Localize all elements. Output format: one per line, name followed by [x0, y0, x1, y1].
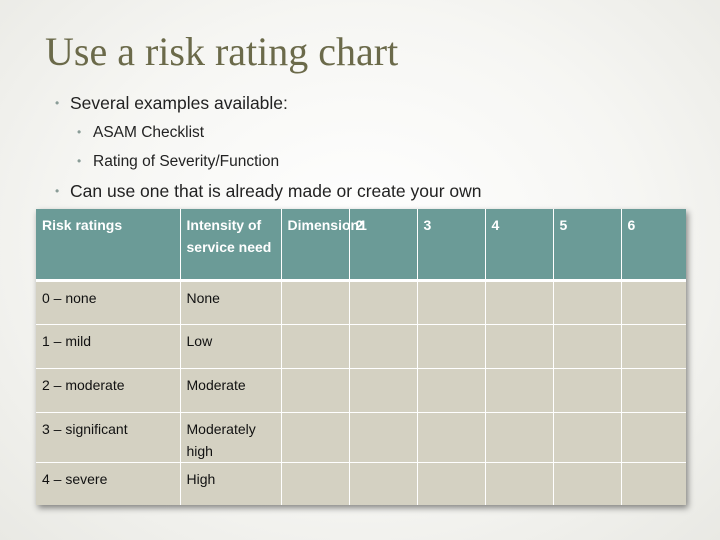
risk-rating-table: Risk ratings Intensity of service need D… — [36, 209, 686, 505]
sub-bullet-text: Rating of Severity/Function — [93, 153, 280, 170]
table-row: 3 – significant Moderately high — [36, 412, 686, 463]
table-cell — [281, 324, 350, 369]
table-cell: 4 – severe — [36, 462, 181, 505]
table-cell — [553, 368, 622, 413]
header-dimension-1: Dimension1 — [281, 209, 367, 282]
table-cell — [621, 280, 686, 325]
bullet-dot-icon: • — [55, 96, 60, 110]
bullet-dot-icon: • — [77, 125, 82, 139]
sub-bullet-item: • Rating of Severity/Function — [55, 147, 695, 176]
table-row: 1 – mild Low — [36, 324, 686, 369]
table-cell — [417, 462, 486, 505]
table-cell — [349, 324, 418, 369]
sub-bullet-text: ASAM Checklist — [93, 124, 205, 141]
table-cell: 2 – moderate — [36, 368, 181, 413]
table-row: 2 – moderate Moderate — [36, 368, 686, 413]
table-cell: None — [180, 280, 282, 325]
table-cell — [349, 462, 418, 505]
table-cell — [417, 280, 486, 325]
table-cell — [485, 368, 554, 413]
table-cell — [553, 462, 622, 505]
table-row: 4 – severe High — [36, 462, 686, 505]
table-cell: 3 – significant — [36, 412, 181, 463]
table-cell — [621, 412, 686, 463]
table-cell: High — [180, 462, 282, 505]
table-cell — [281, 412, 350, 463]
table-cell — [281, 368, 350, 413]
table-cell — [485, 280, 554, 325]
table-cell — [349, 280, 418, 325]
table-cell — [553, 324, 622, 369]
table-cell — [553, 280, 622, 325]
table-row: 0 – none None — [36, 280, 686, 325]
table-cell — [485, 462, 554, 505]
sub-bullet-item: • ASAM Checklist — [55, 118, 695, 147]
table-cell — [281, 280, 350, 325]
bullet-text: Several examples available: — [70, 93, 288, 113]
table-cell — [349, 368, 418, 413]
table-cell — [417, 368, 486, 413]
header-dimension-4: 4 — [485, 209, 554, 282]
table-header-row: Risk ratings Intensity of service need D… — [36, 209, 686, 282]
bullet-text: Can use one that is already made or crea… — [70, 181, 482, 201]
bullet-dot-icon: • — [55, 184, 60, 198]
table-cell — [417, 324, 486, 369]
bullet-item: • Can use one that is already made or cr… — [55, 176, 695, 206]
header-dimension-6: 6 — [621, 209, 686, 282]
table-cell: 0 – none — [36, 280, 181, 325]
table-cell — [621, 324, 686, 369]
bullet-dot-icon: • — [77, 154, 82, 168]
header-dimension-5: 5 — [553, 209, 622, 282]
table-cell — [485, 412, 554, 463]
table-cell — [349, 412, 418, 463]
header-risk-ratings: Risk ratings — [36, 209, 181, 282]
table-cell: Moderately high — [180, 412, 282, 463]
bullet-list: • Several examples available: • ASAM Che… — [55, 88, 695, 206]
table-cell — [553, 412, 622, 463]
slide-title: Use a risk rating chart — [45, 29, 399, 74]
table-cell: Moderate — [180, 368, 282, 413]
table-cell — [621, 462, 686, 505]
table-cell: Low — [180, 324, 282, 369]
header-intensity: Intensity of service need — [180, 209, 282, 282]
header-dimension-2: 2 — [349, 209, 418, 282]
table-cell — [417, 412, 486, 463]
header-dimension-3: 3 — [417, 209, 486, 282]
bullet-item: • Several examples available: — [55, 88, 695, 118]
table-cell — [281, 462, 350, 505]
table-cell — [621, 368, 686, 413]
table-cell — [485, 324, 554, 369]
table-cell: 1 – mild — [36, 324, 181, 369]
